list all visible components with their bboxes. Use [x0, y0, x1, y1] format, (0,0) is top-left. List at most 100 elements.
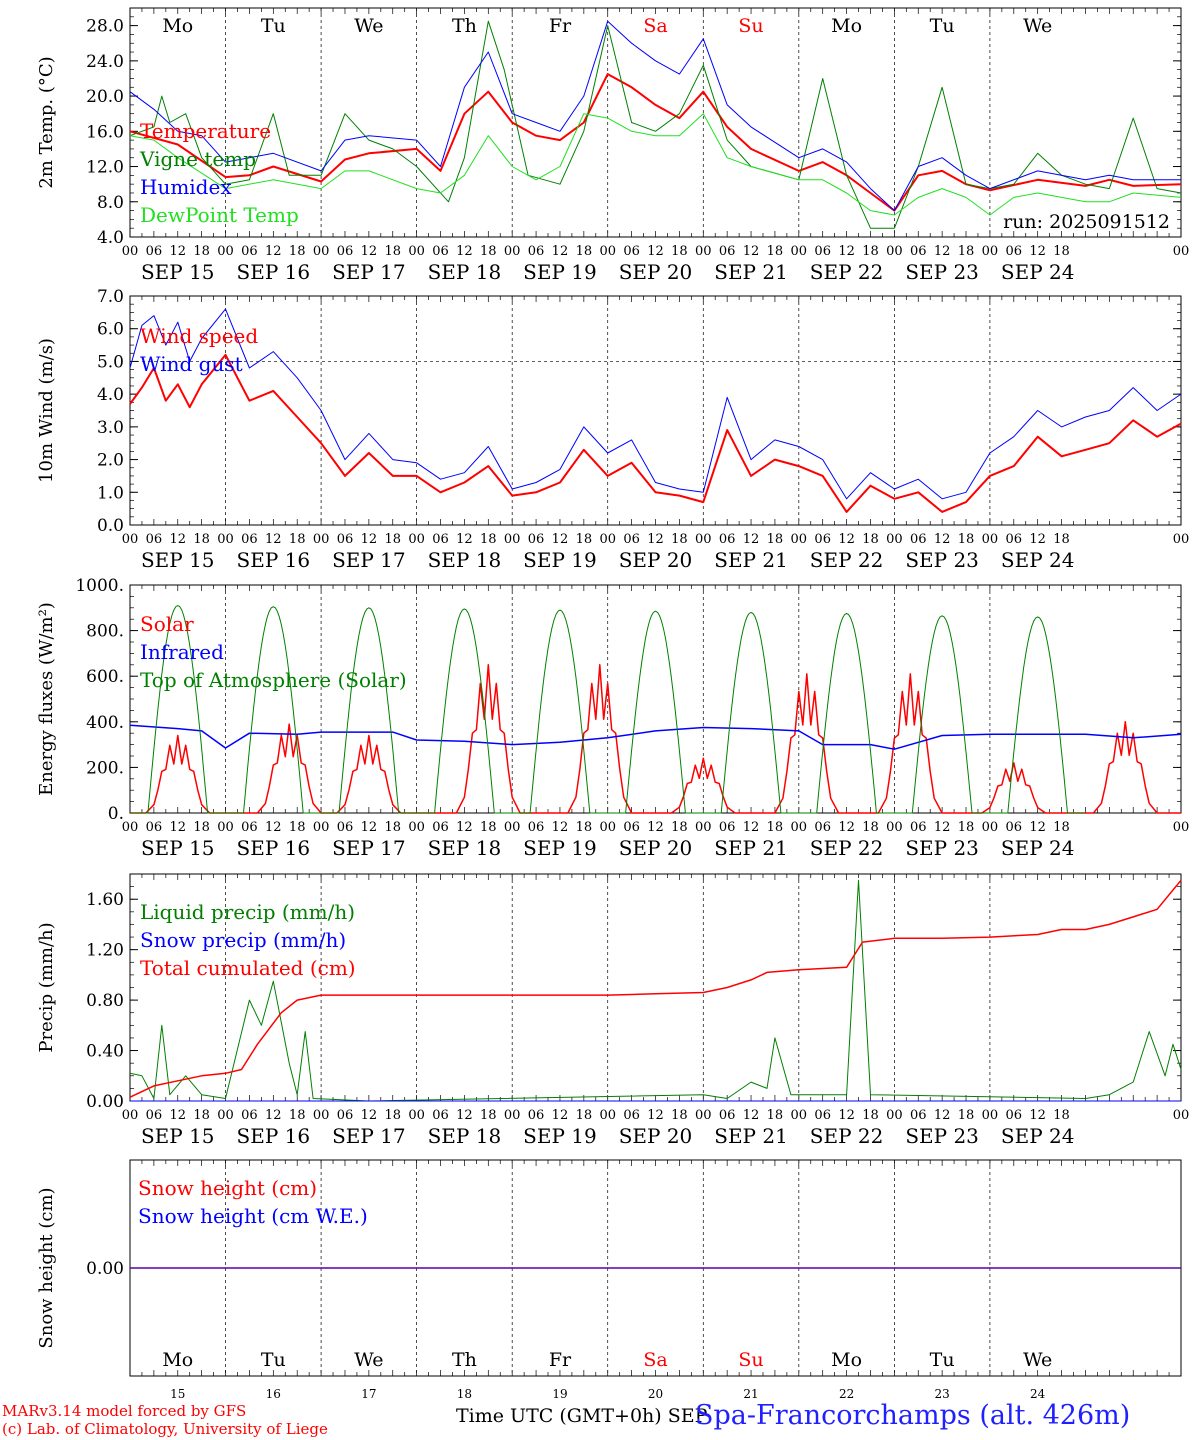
- date-number-label: 24: [1030, 1387, 1046, 1401]
- date-label: SEP 22: [810, 548, 884, 572]
- hour-tick-label: 18: [958, 820, 975, 835]
- hour-tick-label: 00: [408, 820, 425, 835]
- y-tick-label: 0.0: [97, 516, 124, 536]
- hour-tick-label: 18: [958, 532, 975, 547]
- series-line-4: [129, 113, 1182, 216]
- hour-tick-label: 12: [1029, 532, 1046, 547]
- date-label: SEP 16: [237, 548, 311, 572]
- hour-tick-label: 00: [122, 244, 139, 259]
- day-label: We: [354, 15, 383, 37]
- hour-tick-label: 00: [217, 244, 234, 259]
- hour-tick-label: 00: [504, 820, 521, 835]
- date-label: SEP 22: [810, 1124, 884, 1148]
- hour-tick-label: 12: [647, 820, 664, 835]
- date-label: SEP 20: [619, 836, 693, 860]
- hour-tick-label: 06: [432, 1108, 449, 1123]
- day-label: Th: [452, 15, 477, 37]
- hour-tick-label: 12: [265, 1108, 282, 1123]
- hour-tick-label: 00: [313, 532, 330, 547]
- hour-tick-label: 00: [599, 532, 616, 547]
- hour-tick-label: 00: [886, 1108, 903, 1123]
- hour-tick-label: 18: [767, 244, 784, 259]
- y-axis-label: Precip (mm/h): [36, 922, 57, 1052]
- hour-tick-label: 06: [241, 820, 258, 835]
- hour-tick-label: 00: [695, 820, 712, 835]
- date-label: SEP 17: [332, 836, 406, 860]
- hour-tick-label: 12: [265, 820, 282, 835]
- y-tick-label: 20.0: [86, 87, 124, 107]
- date-number-label: 18: [457, 1387, 472, 1401]
- hour-tick-label: 00: [599, 244, 616, 259]
- hour-tick-label: 12: [838, 820, 855, 835]
- x-axis-title: Time UTC (GMT+0h) SEP: [456, 1405, 708, 1427]
- series-line-1: [129, 353, 1182, 513]
- legend-entry: Liquid precip (mm/h): [140, 900, 355, 924]
- hour-tick-label: 18: [576, 244, 593, 259]
- hour-tick-label: 00: [886, 532, 903, 547]
- series-line-2: [129, 20, 1182, 229]
- hour-tick-label: 12: [361, 244, 378, 259]
- hour-tick-label: 18: [193, 244, 210, 259]
- hour-tick-label: 18: [1053, 1108, 1070, 1123]
- hour-tick-label: 12: [552, 820, 569, 835]
- hour-tick-label: 18: [958, 244, 975, 259]
- hour-tick-label: 18: [1053, 820, 1070, 835]
- date-label: SEP 18: [428, 548, 502, 572]
- hour-tick-label: 12: [361, 1108, 378, 1123]
- hour-tick-label: 12: [647, 532, 664, 547]
- hour-tick-label: 06: [528, 1108, 545, 1123]
- series-line-3: [130, 605, 1086, 814]
- day-label: Su: [738, 1349, 763, 1371]
- hour-tick-label: 12: [552, 532, 569, 547]
- run-label: run: 2025091512: [1003, 211, 1170, 233]
- hour-tick-label: 06: [719, 532, 736, 547]
- y-tick-label: 1.20: [86, 941, 124, 961]
- hour-tick-label: 06: [623, 532, 640, 547]
- hour-tick-label: 12: [1029, 820, 1046, 835]
- y-axis-label: 2m Temp. (°C): [36, 56, 57, 188]
- hour-tick-label: 18: [289, 820, 306, 835]
- date-number-label: 17: [361, 1387, 376, 1401]
- hour-tick-label: 06: [814, 532, 831, 547]
- hour-tick-label: 00: [982, 244, 999, 259]
- hour-tick-label: 18: [480, 1108, 497, 1123]
- date-label: SEP 22: [810, 836, 884, 860]
- day-label: We: [354, 1349, 383, 1371]
- hour-tick-label: 12: [169, 820, 186, 835]
- hour-tick-label: 00: [313, 820, 330, 835]
- hour-tick-label: 12: [456, 820, 473, 835]
- hour-tick-label: 12: [456, 532, 473, 547]
- hour-tick-label: 06: [337, 244, 354, 259]
- date-label: SEP 16: [237, 1124, 311, 1148]
- hour-tick-label: 06: [146, 532, 163, 547]
- legend-entry: Vigne temp: [139, 147, 256, 171]
- date-label: SEP 15: [141, 1124, 215, 1148]
- day-label: Fr: [549, 15, 572, 37]
- hour-tick-label: 06: [337, 820, 354, 835]
- hour-tick-label: 18: [480, 532, 497, 547]
- hour-tick-label: 06: [432, 820, 449, 835]
- hour-tick-label: 18: [289, 1108, 306, 1123]
- hour-tick-label: 00: [695, 1108, 712, 1123]
- y-tick-label: 0.00: [86, 1092, 124, 1112]
- hour-tick-label: 00: [695, 532, 712, 547]
- y-tick-label: 200.: [86, 758, 124, 778]
- series-line-1: [130, 664, 1181, 814]
- day-label: Mo: [831, 1349, 862, 1371]
- date-label: SEP 21: [714, 1124, 788, 1148]
- hour-tick-label: 18: [767, 532, 784, 547]
- hour-tick-label: 12: [1029, 244, 1046, 259]
- day-label: Tu: [261, 1349, 286, 1371]
- hour-tick-label: 00: [504, 532, 521, 547]
- date-label: SEP 16: [237, 836, 311, 860]
- hour-tick-label: 18: [193, 1108, 210, 1123]
- hour-tick-label: 18: [1053, 532, 1070, 547]
- legend-entry: DewPoint Temp: [140, 203, 299, 227]
- day-label: Mo: [831, 15, 862, 37]
- y-tick-label: 24.0: [86, 52, 124, 72]
- hour-tick-label: 00: [313, 1108, 330, 1123]
- hour-tick-label: 00: [313, 244, 330, 259]
- hour-tick-label: 12: [265, 244, 282, 259]
- date-label: SEP 21: [714, 548, 788, 572]
- hour-tick-label: 06: [623, 1108, 640, 1123]
